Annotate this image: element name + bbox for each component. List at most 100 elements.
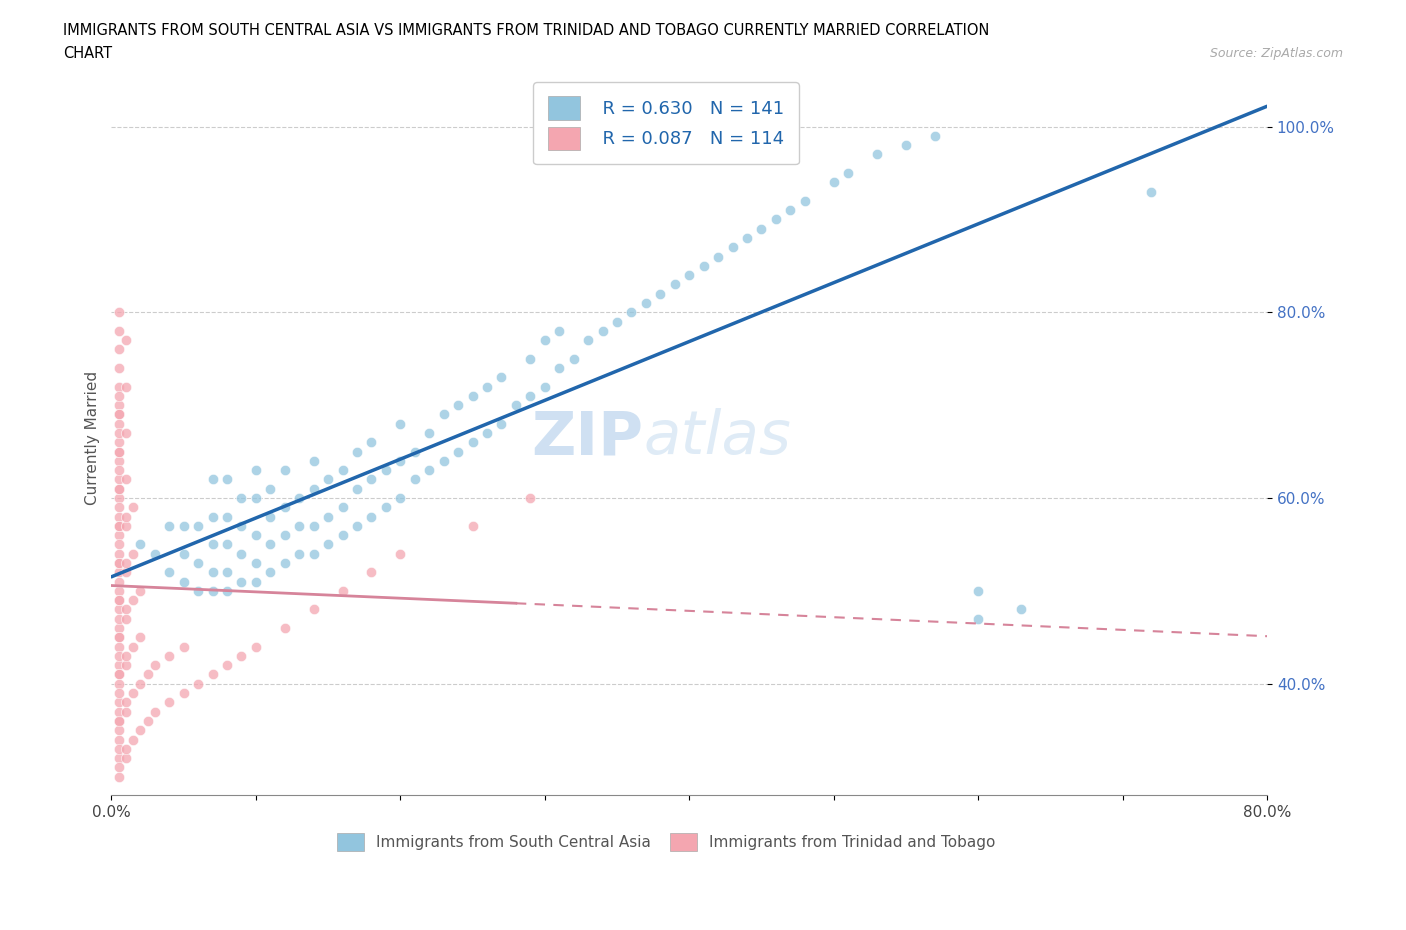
Point: [215, 565, 238, 579]
Point: [316, 537, 339, 551]
Text: IMMIGRANTS FROM SOUTH CENTRAL ASIA VS IMMIGRANTS FROM TRINIDAD AND TOBAGO CURREN: IMMIGRANTS FROM SOUTH CENTRAL ASIA VS IM…: [63, 23, 990, 38]
Point: [107, 713, 129, 728]
Point: [751, 221, 773, 236]
Point: [107, 667, 129, 682]
Point: [491, 370, 513, 385]
Point: [157, 695, 180, 710]
Point: [274, 500, 297, 515]
Point: [115, 565, 138, 579]
Text: Source: ZipAtlas.com: Source: ZipAtlas.com: [1209, 46, 1343, 60]
Point: [201, 565, 224, 579]
Point: [332, 500, 354, 515]
Point: [302, 518, 325, 533]
Point: [129, 723, 152, 737]
Point: [115, 704, 138, 719]
Point: [201, 509, 224, 524]
Point: [107, 602, 129, 617]
Point: [157, 648, 180, 663]
Point: [389, 546, 412, 561]
Point: [779, 203, 801, 218]
Point: [122, 685, 145, 700]
Point: [107, 751, 129, 765]
Point: [332, 463, 354, 478]
Point: [823, 175, 845, 190]
Point: [548, 361, 571, 376]
Point: [107, 620, 129, 635]
Point: [107, 398, 129, 413]
Point: [107, 305, 129, 320]
Point: [173, 639, 195, 654]
Point: [620, 305, 643, 320]
Point: [107, 676, 129, 691]
Point: [231, 491, 253, 506]
Point: [288, 491, 311, 506]
Point: [107, 630, 129, 644]
Point: [721, 240, 744, 255]
Point: [634, 296, 657, 311]
Point: [173, 574, 195, 589]
Text: ZIP: ZIP: [531, 408, 643, 467]
Point: [107, 509, 129, 524]
Point: [115, 602, 138, 617]
Point: [519, 352, 541, 366]
Point: [107, 583, 129, 598]
Point: [115, 509, 138, 524]
Point: [107, 463, 129, 478]
Point: [231, 574, 253, 589]
Point: [360, 435, 382, 450]
Point: [519, 491, 541, 506]
Point: [187, 583, 209, 598]
Point: [143, 546, 166, 561]
Point: [122, 639, 145, 654]
Point: [201, 667, 224, 682]
Point: [107, 658, 129, 672]
Point: [115, 333, 138, 348]
Point: [107, 472, 129, 487]
Point: [107, 741, 129, 756]
Point: [302, 454, 325, 469]
Point: [894, 138, 917, 153]
Point: [122, 592, 145, 607]
Point: [533, 379, 555, 394]
Point: [346, 482, 368, 497]
Point: [302, 546, 325, 561]
Point: [389, 491, 412, 506]
Point: [107, 482, 129, 497]
Point: [231, 648, 253, 663]
Point: [129, 583, 152, 598]
Point: [475, 379, 498, 394]
Point: [692, 259, 714, 273]
Point: [107, 574, 129, 589]
Point: [201, 537, 224, 551]
Point: [678, 268, 700, 283]
Point: [136, 667, 159, 682]
Point: [215, 472, 238, 487]
Point: [115, 751, 138, 765]
Point: [475, 426, 498, 441]
Point: [107, 732, 129, 747]
Point: [107, 639, 129, 654]
Point: [316, 472, 339, 487]
Point: [143, 658, 166, 672]
Point: [136, 713, 159, 728]
Point: [332, 527, 354, 542]
Point: [107, 648, 129, 663]
Point: [201, 583, 224, 598]
Text: atlas: atlas: [643, 408, 790, 467]
Point: [259, 509, 281, 524]
Point: [107, 445, 129, 459]
Point: [707, 249, 730, 264]
Point: [245, 491, 267, 506]
Point: [374, 500, 396, 515]
Point: [115, 658, 138, 672]
Point: [115, 741, 138, 756]
Point: [491, 417, 513, 432]
Point: [274, 463, 297, 478]
Point: [606, 314, 628, 329]
Point: [115, 648, 138, 663]
Point: [231, 546, 253, 561]
Point: [245, 527, 267, 542]
Point: [461, 389, 484, 404]
Point: [107, 695, 129, 710]
Point: [389, 454, 412, 469]
